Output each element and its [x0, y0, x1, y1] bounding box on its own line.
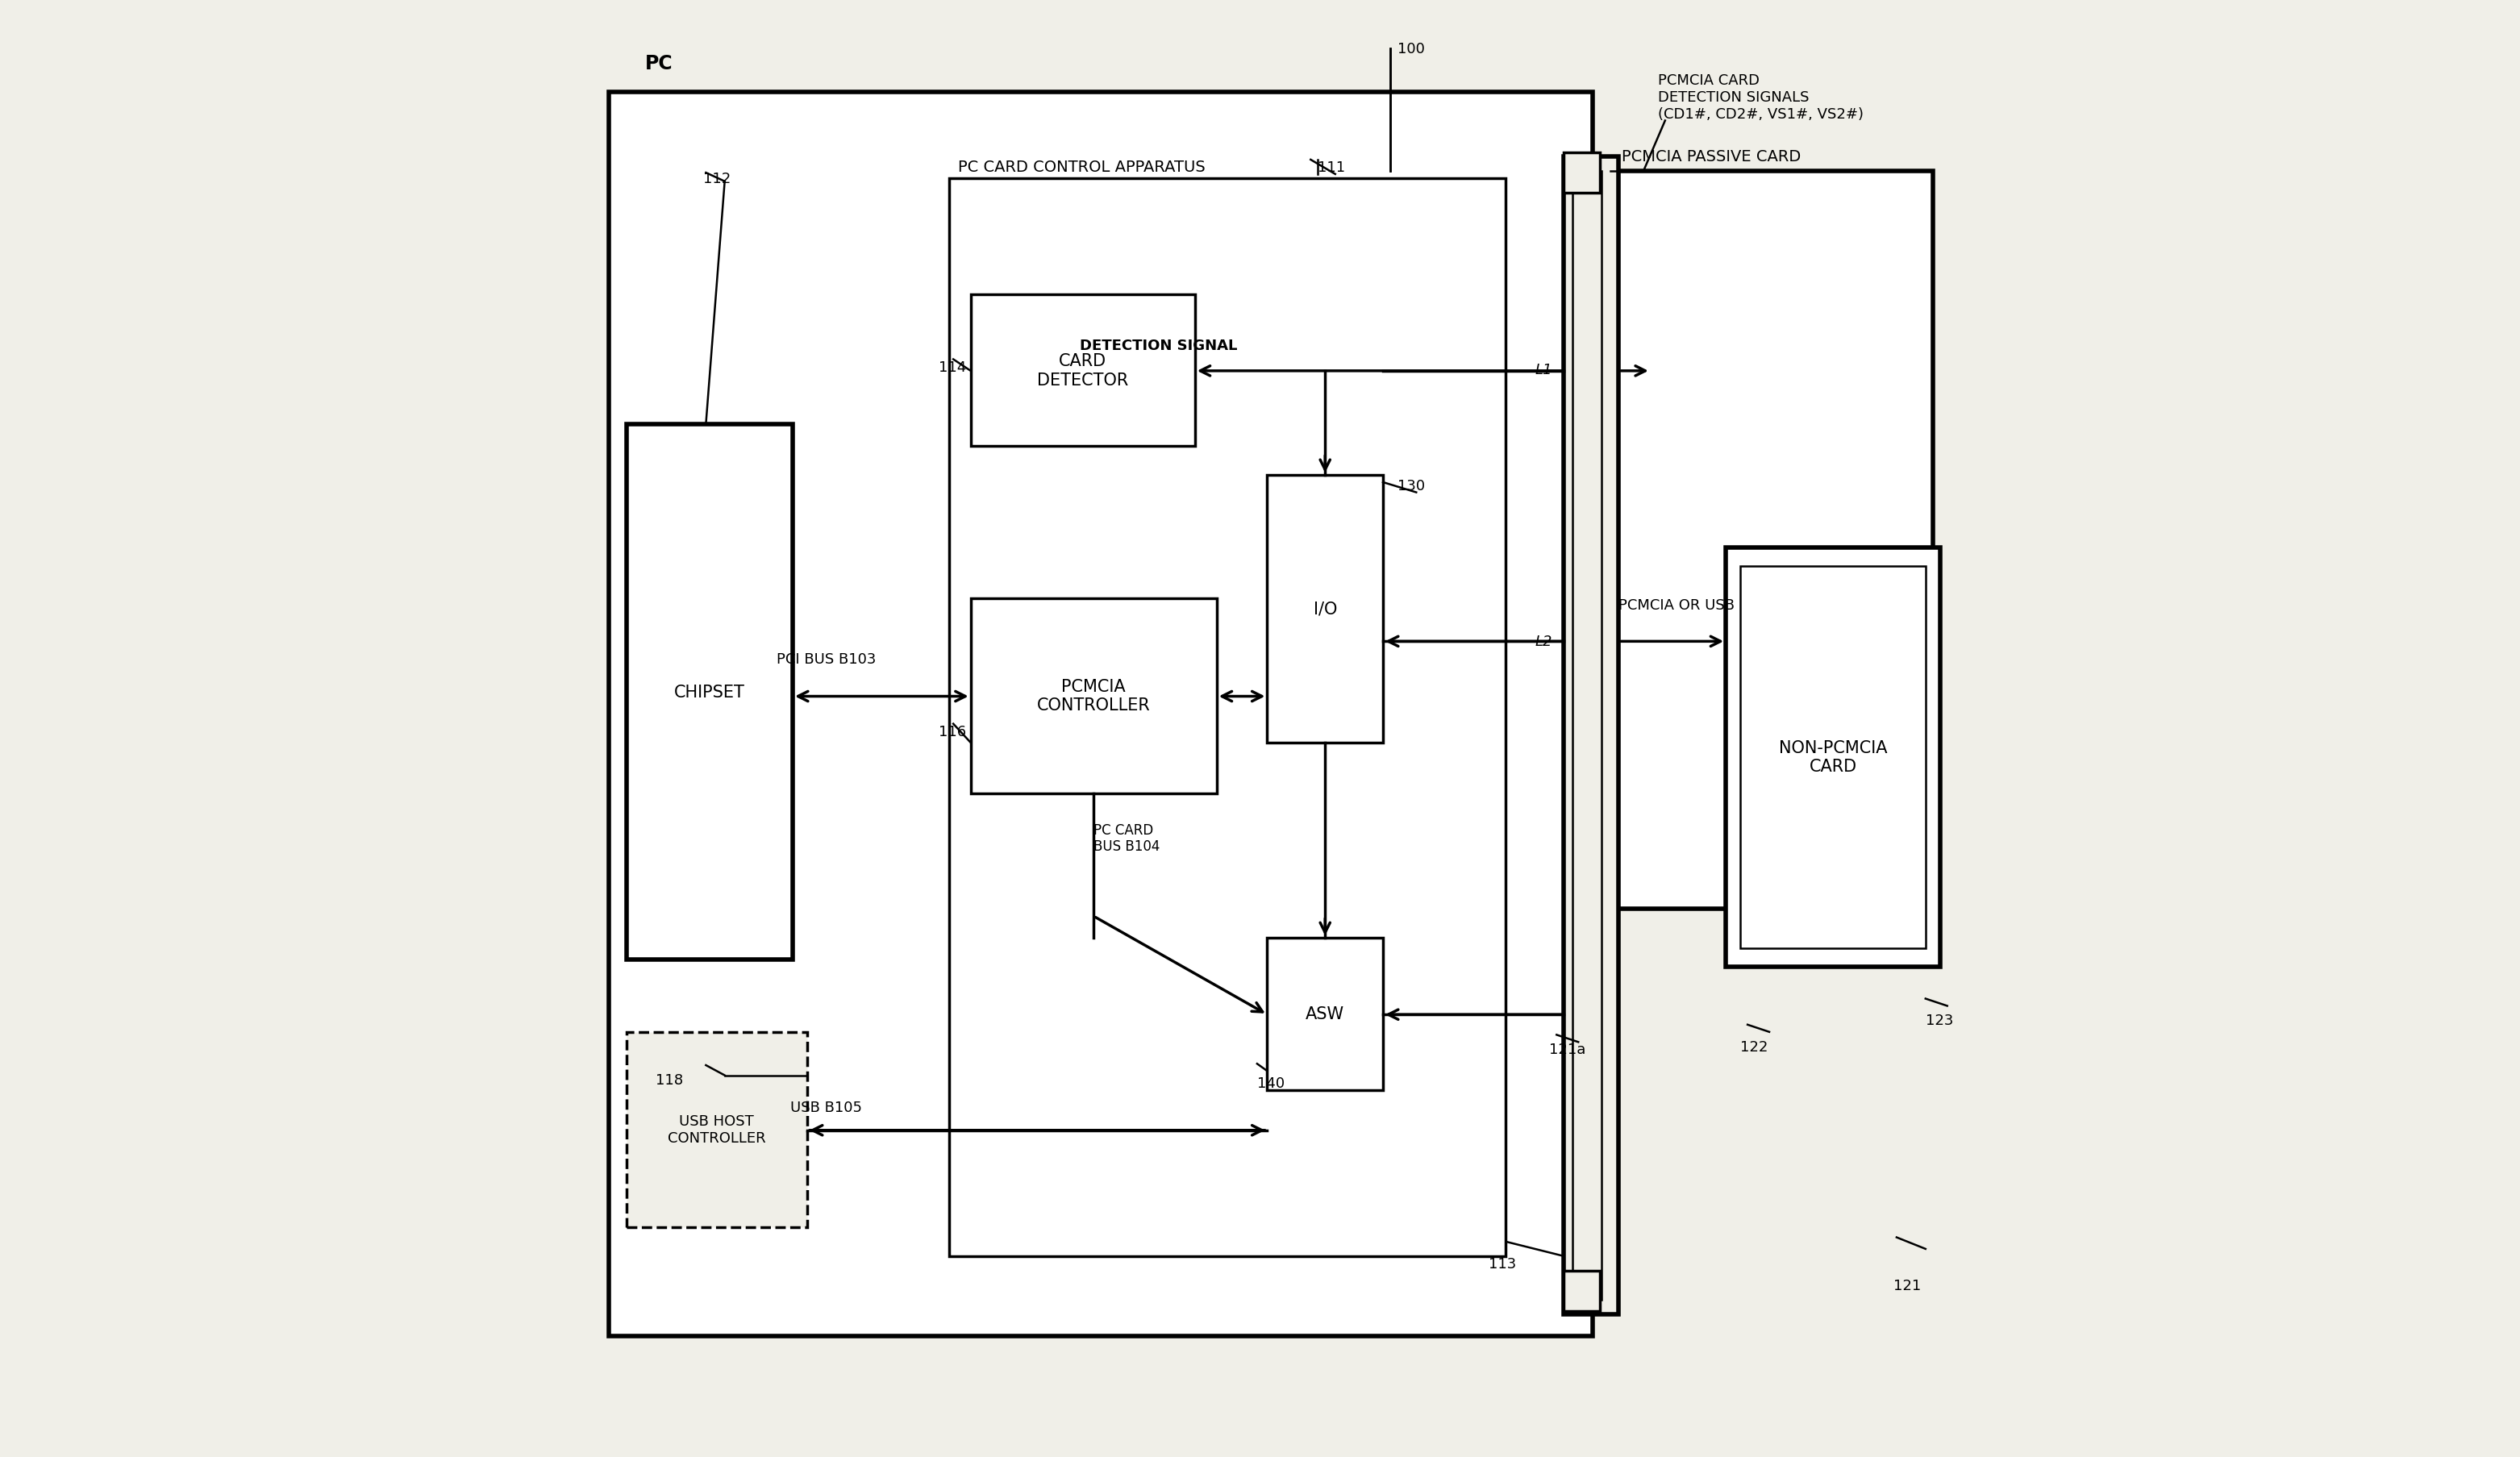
Text: 121: 121 — [1893, 1278, 1920, 1292]
Text: 100: 100 — [1399, 42, 1424, 57]
Text: 113: 113 — [1489, 1256, 1517, 1271]
Text: USB B105: USB B105 — [791, 1100, 862, 1115]
Bar — [1741, 567, 1925, 949]
Text: CHIPSET: CHIPSET — [673, 685, 746, 701]
Text: PCMCIA
CONTROLLER: PCMCIA CONTROLLER — [1036, 679, 1149, 714]
Text: 111: 111 — [1318, 160, 1346, 175]
Text: USB HOST
CONTROLLER: USB HOST CONTROLLER — [668, 1115, 766, 1145]
Bar — [970, 294, 1194, 446]
Text: 118: 118 — [655, 1072, 683, 1087]
Text: 114: 114 — [940, 360, 968, 374]
Bar — [1268, 475, 1383, 743]
Text: ASW: ASW — [1305, 1005, 1346, 1023]
Text: PCMCIA CARD
DETECTION SIGNALS
(CD1#, CD2#, VS1#, VS2#): PCMCIA CARD DETECTION SIGNALS (CD1#, CD2… — [1658, 73, 1862, 121]
Text: CARD
DETECTOR: CARD DETECTOR — [1038, 353, 1129, 388]
Text: 112: 112 — [703, 172, 731, 186]
Text: PCI BUS B103: PCI BUS B103 — [776, 651, 877, 666]
Text: DETECTION SIGNAL: DETECTION SIGNAL — [1081, 338, 1237, 353]
Text: 130: 130 — [1399, 478, 1424, 492]
Bar — [1565, 1271, 1600, 1311]
Bar — [1600, 172, 1933, 909]
Bar — [1572, 172, 1600, 1300]
Text: 123: 123 — [1925, 1013, 1953, 1027]
Bar — [627, 425, 794, 960]
Text: I/O: I/O — [1313, 602, 1338, 618]
Text: PCMCIA PASSIVE CARD: PCMCIA PASSIVE CARD — [1623, 149, 1802, 165]
Bar — [627, 1032, 806, 1227]
Text: 122: 122 — [1741, 1039, 1769, 1053]
Text: PC CARD
BUS B104: PC CARD BUS B104 — [1094, 823, 1159, 854]
Bar — [1268, 938, 1383, 1090]
Text: 121a: 121a — [1550, 1042, 1585, 1056]
Bar — [1565, 153, 1600, 194]
Text: NON-PCMCIA
CARD: NON-PCMCIA CARD — [1779, 740, 1887, 775]
Bar — [970, 599, 1217, 794]
Bar — [610, 92, 1593, 1336]
Bar — [1565, 157, 1618, 1314]
Text: PC CARD CONTROL APPARATUS: PC CARD CONTROL APPARATUS — [958, 159, 1205, 175]
Text: PC: PC — [645, 54, 673, 73]
Text: 140: 140 — [1257, 1075, 1285, 1090]
Text: L2: L2 — [1535, 634, 1552, 648]
Text: L1: L1 — [1535, 363, 1552, 377]
Bar — [1726, 548, 1940, 967]
Bar — [950, 179, 1507, 1256]
Text: PCMCIA OR USB: PCMCIA OR USB — [1618, 599, 1734, 613]
Text: 116: 116 — [940, 724, 965, 739]
